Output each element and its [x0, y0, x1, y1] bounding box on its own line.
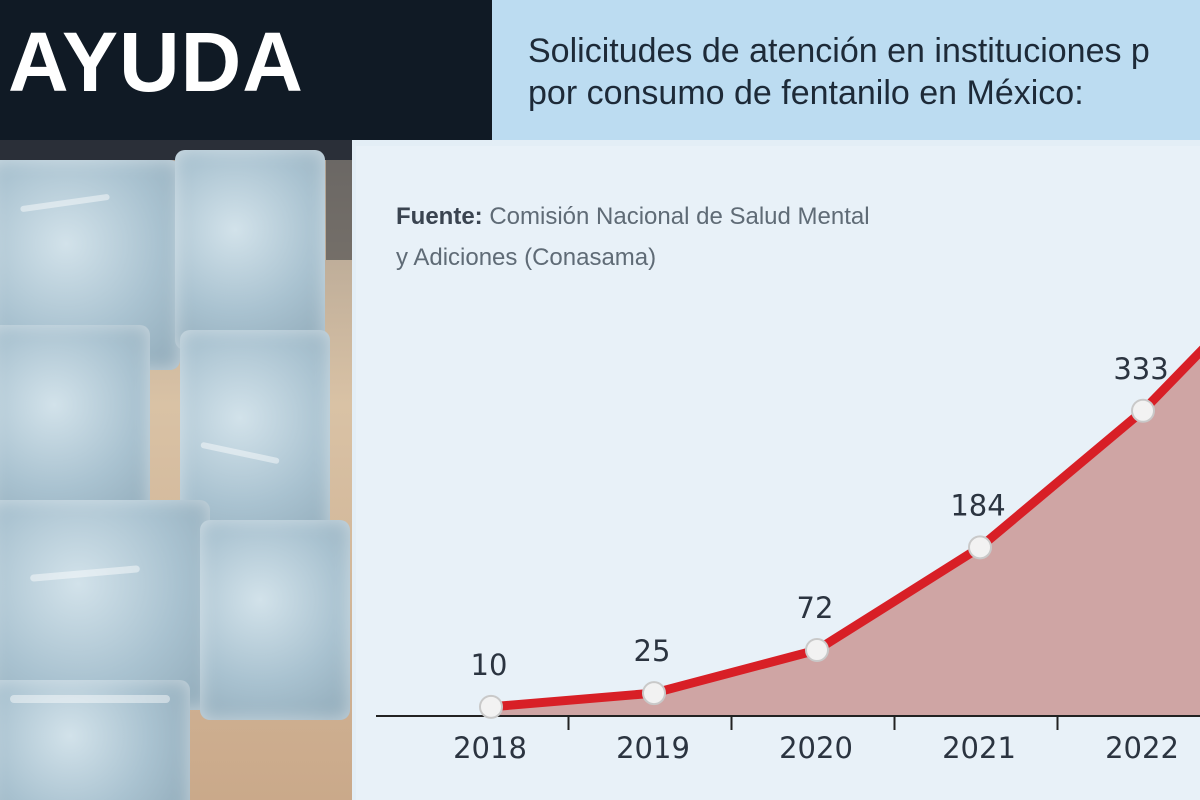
data-label: 10	[471, 648, 508, 682]
x-tick-label: 2020	[779, 731, 853, 765]
fentanyl-bags-photo	[0, 140, 352, 800]
data-label: 333	[1113, 352, 1168, 386]
source-label: Fuente:	[396, 203, 483, 230]
source-note: Fuente: Comisión Nacional de Salud Menta…	[396, 196, 870, 278]
data-point	[805, 638, 829, 662]
area-fill	[491, 352, 1200, 716]
x-tick-label: 2022	[1105, 731, 1179, 765]
data-point	[642, 681, 666, 706]
source-text-line-2: y Adiciones (Conasama)	[396, 244, 657, 271]
x-tick-label: 2021	[942, 731, 1016, 765]
series-line	[486, 345, 1200, 712]
headline-line-2: por consumo de fentanilo en México:	[528, 74, 1084, 112]
data-point	[1131, 398, 1155, 423]
data-point	[968, 535, 992, 560]
badge-title: AYUDA	[8, 15, 304, 109]
data-label: 184	[950, 488, 1005, 522]
x-tick-label: 2019	[616, 731, 690, 765]
headline-line-1: Solicitudes de atención en instituciones…	[528, 32, 1150, 70]
data-label: 25	[634, 634, 671, 668]
headline: Solicitudes de atención en instituciones…	[528, 30, 1200, 114]
area-chart: 10 25 72 184 333 2018 2019 2020 2021 2022	[376, 345, 1200, 765]
section-badge: AYUDA	[0, 0, 492, 140]
x-tick-label: 2018	[453, 731, 527, 765]
data-point	[479, 694, 503, 719]
headline-box: Solicitudes de atención en instituciones…	[492, 0, 1200, 140]
chart-panel: Fuente: Comisión Nacional de Salud Menta…	[356, 146, 1200, 800]
data-label: 72	[797, 591, 834, 625]
source-text-line-1: Comisión Nacional de Salud Mental	[482, 203, 870, 230]
header: AYUDA Solicitudes de atención en institu…	[0, 0, 1200, 140]
